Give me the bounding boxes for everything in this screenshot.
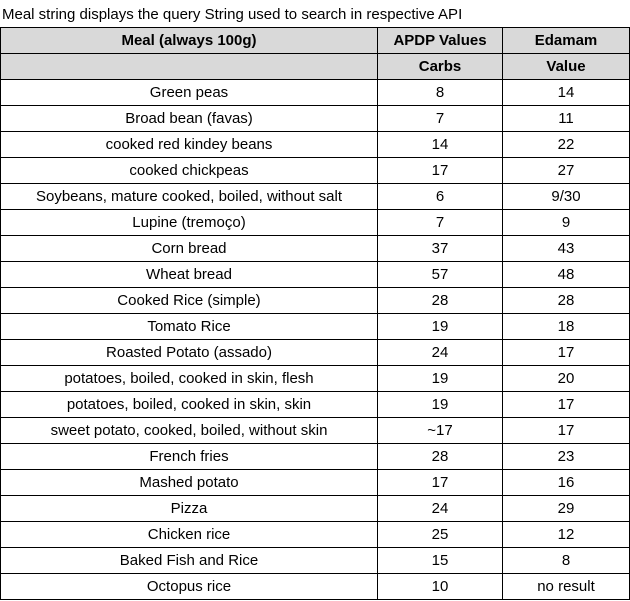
table-row: Broad bean (favas) 7 11: [0, 105, 630, 132]
table-row: potatoes, boiled, cooked in skin, skin 19…: [0, 391, 630, 418]
edamam-value-cell: 23: [502, 443, 630, 470]
edamam-value-cell: 17: [502, 391, 630, 418]
table-row: Wheat bread 57 48: [0, 261, 630, 288]
edamam-value-cell: 18: [502, 313, 630, 340]
apdp-carbs-cell: ~17: [377, 417, 503, 444]
table-row: Cooked Rice (simple) 28 28: [0, 287, 630, 314]
table-row: Corn bread 37 43: [0, 235, 630, 262]
table-caption: Meal string displays the query String us…: [2, 6, 463, 23]
table-row: potatoes, boiled, cooked in skin, flesh 1…: [0, 365, 630, 392]
meal-cell: Corn bread: [0, 235, 378, 262]
meal-cell: Mashed potato: [0, 469, 378, 496]
table-row: Tomato Rice 19 18: [0, 313, 630, 340]
apdp-carbs-cell: 15: [377, 547, 503, 574]
edamam-value-cell: 17: [502, 417, 630, 444]
apdp-carbs-cell: 25: [377, 521, 503, 548]
meal-cell: Chicken rice: [0, 521, 378, 548]
edamam-value-cell: 11: [502, 105, 630, 132]
meal-cell: Roasted Potato (assado): [0, 339, 378, 366]
header-meal: Meal (always 100g): [0, 27, 378, 54]
edamam-value-cell: 8: [502, 547, 630, 574]
apdp-carbs-cell: 57: [377, 261, 503, 288]
edamam-value-cell: 9: [502, 209, 630, 236]
header-apdp-values: APDP Values: [377, 27, 503, 54]
subheader-carbs: Carbs: [377, 53, 503, 80]
meal-cell: Pizza: [0, 495, 378, 522]
meal-cell: Octopus rice: [0, 573, 378, 600]
apdp-carbs-cell: 17: [377, 469, 503, 496]
table-row: Soybeans, mature cooked, boiled, without…: [0, 183, 630, 210]
meal-cell: Tomato Rice: [0, 313, 378, 340]
table-row: Lupine (tremoço) 7 9: [0, 209, 630, 236]
apdp-carbs-cell: 19: [377, 391, 503, 418]
edamam-value-cell: 17: [502, 339, 630, 366]
apdp-carbs-cell: 24: [377, 339, 503, 366]
meal-cell: potatoes, boiled, cooked in skin, skin: [0, 391, 378, 418]
meal-cell: Cooked Rice (simple): [0, 287, 378, 314]
table-row: cooked chickpeas 17 27: [0, 157, 630, 184]
meal-cell: Lupine (tremoço): [0, 209, 378, 236]
apdp-carbs-cell: 28: [377, 443, 503, 470]
meal-cell: Green peas: [0, 79, 378, 106]
apdp-carbs-cell: 10: [377, 573, 503, 600]
edamam-value-cell: 29: [502, 495, 630, 522]
table-row: Green peas 8 14: [0, 79, 630, 106]
apdp-carbs-cell: 7: [377, 209, 503, 236]
edamam-value-cell: 14: [502, 79, 630, 106]
carbs-comparison-table: Meal (always 100g) APDP Values Edamam Ca…: [0, 27, 630, 600]
header-row: Meal (always 100g) APDP Values Edamam: [0, 27, 630, 54]
header-edamam: Edamam: [502, 27, 630, 54]
edamam-value-cell: 22: [502, 131, 630, 158]
apdp-carbs-cell: 19: [377, 313, 503, 340]
apdp-carbs-cell: 8: [377, 79, 503, 106]
table-row: sweet potato, cooked, boiled, without sk…: [0, 417, 630, 444]
apdp-carbs-cell: 14: [377, 131, 503, 158]
table-row: Baked Fish and Rice 15 8: [0, 547, 630, 574]
subheader-meal: [0, 53, 378, 80]
meal-cell: Wheat bread: [0, 261, 378, 288]
meal-cell: potatoes, boiled, cooked in skin, flesh: [0, 365, 378, 392]
meal-cell: French fries: [0, 443, 378, 470]
edamam-value-cell: no result: [502, 573, 630, 600]
edamam-value-cell: 12: [502, 521, 630, 548]
apdp-carbs-cell: 6: [377, 183, 503, 210]
meal-cell: Baked Fish and Rice: [0, 547, 378, 574]
apdp-carbs-cell: 28: [377, 287, 503, 314]
table-row: Pizza 24 29: [0, 495, 630, 522]
apdp-carbs-cell: 24: [377, 495, 503, 522]
edamam-value-cell: 27: [502, 157, 630, 184]
meal-cell: sweet potato, cooked, boiled, without sk…: [0, 417, 378, 444]
apdp-carbs-cell: 19: [377, 365, 503, 392]
apdp-carbs-cell: 17: [377, 157, 503, 184]
table-row: cooked red kindey beans 14 22: [0, 131, 630, 158]
meal-cell: Soybeans, mature cooked, boiled, without…: [0, 183, 378, 210]
apdp-carbs-cell: 7: [377, 105, 503, 132]
edamam-value-cell: 9/30: [502, 183, 630, 210]
edamam-value-cell: 48: [502, 261, 630, 288]
table-row: French fries 28 23: [0, 443, 630, 470]
edamam-value-cell: 20: [502, 365, 630, 392]
apdp-carbs-cell: 37: [377, 235, 503, 262]
meal-cell: cooked red kindey beans: [0, 131, 378, 158]
subheader-value: Value: [502, 53, 630, 80]
table-row: Chicken rice 25 12: [0, 521, 630, 548]
edamam-value-cell: 43: [502, 235, 630, 262]
edamam-value-cell: 16: [502, 469, 630, 496]
table-body: Green peas 8 14 Broad bean (favas) 7 11 cooked…: [0, 79, 630, 600]
table-row: Roasted Potato (assado) 24 17: [0, 339, 630, 366]
subheader-row: Carbs Value: [0, 53, 630, 80]
table-row: Mashed potato 17 16: [0, 469, 630, 496]
meal-cell: Broad bean (favas): [0, 105, 378, 132]
table-row: Octopus rice 10 no result: [0, 573, 630, 600]
edamam-value-cell: 28: [502, 287, 630, 314]
meal-cell: cooked chickpeas: [0, 157, 378, 184]
